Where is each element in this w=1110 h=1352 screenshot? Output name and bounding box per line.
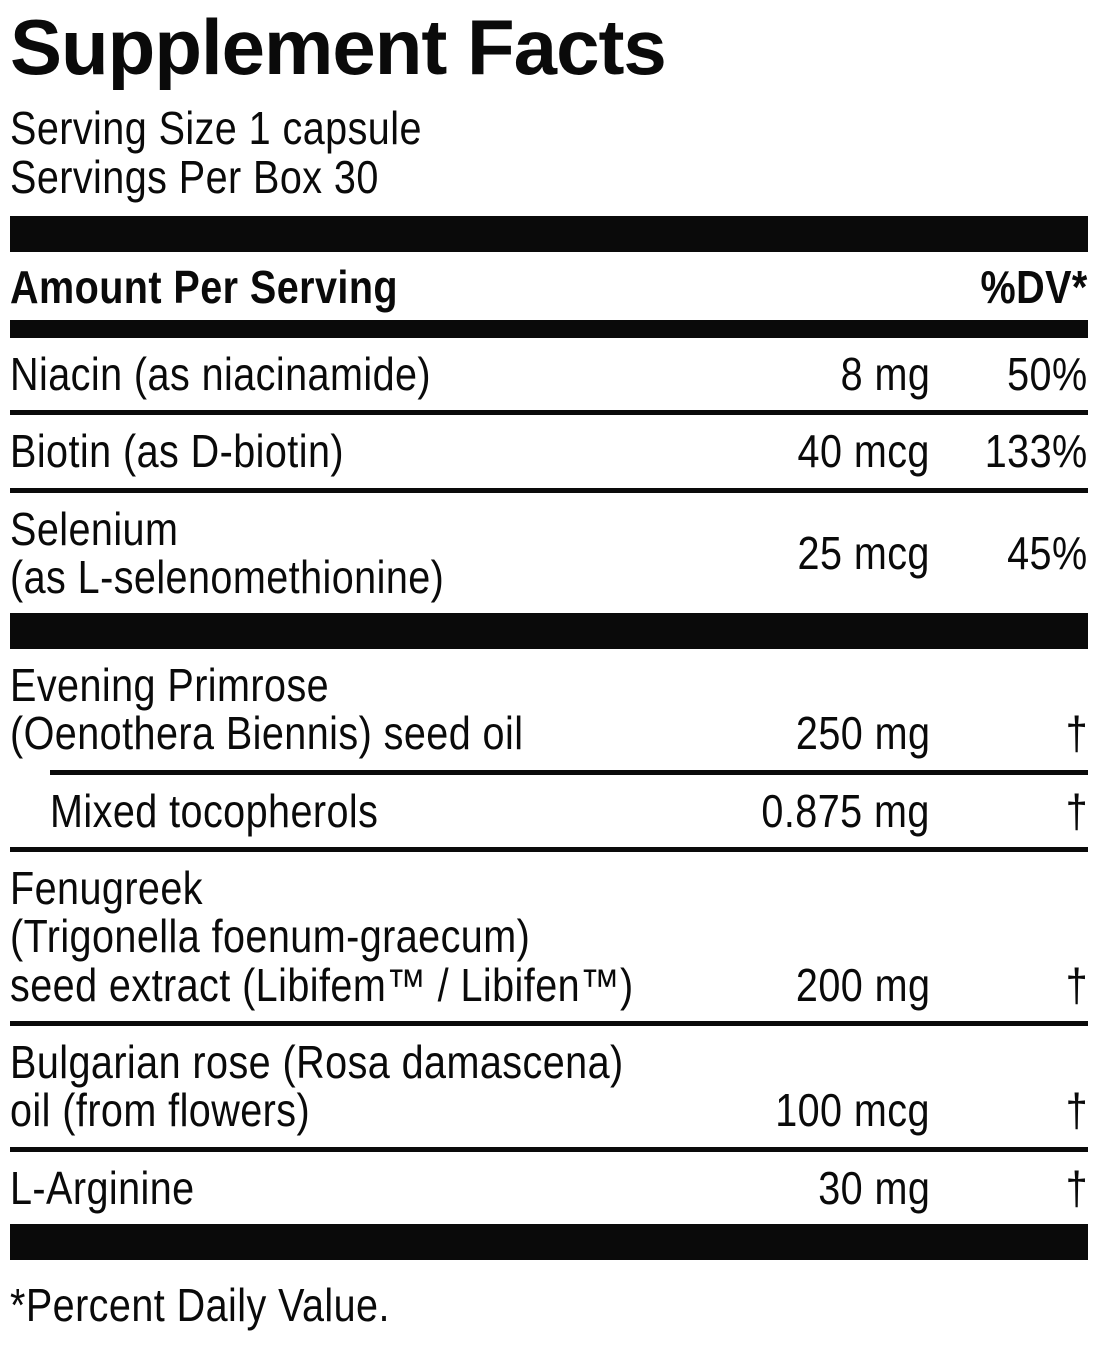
- footnote: *Percent Daily Value.: [10, 1278, 1088, 1332]
- daily-value-dagger: †: [1065, 958, 1088, 1011]
- ingredient-name-line: Evening Primrose: [10, 659, 330, 712]
- ingredient-row-mixed-tocopherols: Mixed tocopherols 0.875 mg †: [10, 775, 1088, 847]
- section-bar-middle: [10, 613, 1088, 650]
- ingredient-name: Niacin (as niacinamide): [10, 347, 630, 400]
- amount-per-serving-header: Amount Per Serving: [10, 260, 399, 313]
- section-bar-header: [10, 319, 1088, 338]
- row-divider: [10, 410, 1088, 416]
- ingredient-name-line: Selenium: [10, 502, 179, 555]
- ingredient-name-line: Bulgarian rose (Rosa damascena): [10, 1035, 624, 1088]
- ingredient-name: Mixed tocopherols: [10, 784, 630, 837]
- section-bar-bottom: [10, 1223, 1088, 1260]
- row-divider-indented: [50, 769, 1088, 775]
- ingredient-name-line: Fenugreek: [10, 862, 204, 915]
- daily-value: 45%: [1007, 526, 1088, 579]
- ingredient-name: Bulgarian rose (Rosa damascena) oil (fro…: [10, 1038, 630, 1135]
- amount-value: 8 mg: [840, 347, 930, 400]
- daily-value: 133%: [985, 425, 1088, 478]
- ingredient-row-fenugreek: Fenugreek (Trigonella foenum-graecum) se…: [10, 852, 1088, 1021]
- ingredient-row-niacin: Niacin (as niacinamide) 8 mg 50%: [10, 338, 1088, 410]
- ingredient-name-line: (Oenothera Biennis) seed oil: [10, 707, 524, 760]
- amount-value: 30 mg: [817, 1161, 930, 1214]
- ingredient-name-line: Mixed tocopherols: [50, 784, 379, 837]
- amount-value: 200 mg: [795, 958, 930, 1011]
- ingredient-row-l-arginine: L-Arginine 30 mg †: [10, 1152, 1088, 1224]
- servings-per-box: Servings Per Box 30: [10, 150, 1088, 203]
- ingredient-name-line: L-Arginine: [10, 1161, 195, 1214]
- amount-value: 40 mcg: [797, 425, 930, 478]
- ingredient-name: L-Arginine: [10, 1161, 630, 1214]
- dv-header: %DV*: [980, 260, 1088, 313]
- ingredient-name-line: Niacin (as niacinamide): [10, 347, 432, 400]
- ingredient-name: Evening Primrose (Oenothera Biennis) see…: [10, 661, 630, 758]
- ingredient-name-line: oil (from flowers): [10, 1084, 311, 1137]
- serving-size-text: Serving Size 1 capsule: [10, 101, 422, 154]
- ingredient-row-biotin: Biotin (as D-biotin) 40 mcg 133%: [10, 415, 1088, 487]
- row-divider: [10, 847, 1088, 853]
- ingredient-name: Fenugreek (Trigonella foenum-graecum) se…: [10, 862, 633, 1009]
- section-bar-top: [10, 215, 1088, 252]
- servings-per-box-text: Servings Per Box 30: [10, 150, 379, 203]
- ingredient-name: Selenium (as L-selenomethionine): [10, 502, 630, 603]
- panel-title: Supplement Facts: [10, 3, 667, 91]
- column-header-row: Amount Per Serving %DV*: [10, 252, 1088, 320]
- amount-value: 25 mcg: [797, 526, 930, 579]
- amount-value: 250 mg: [795, 707, 930, 760]
- ingredient-name-line: Biotin (as D-biotin): [10, 425, 344, 478]
- ingredient-row-selenium: Selenium (as L-selenomethionine) 25 mcg …: [10, 493, 1088, 614]
- daily-value: 50%: [1007, 347, 1088, 400]
- amount-value: 100 mcg: [775, 1084, 930, 1137]
- row-divider: [10, 1146, 1088, 1152]
- ingredient-row-evening-primrose: Evening Primrose (Oenothera Biennis) see…: [10, 649, 1088, 770]
- daily-value-dagger: †: [1065, 784, 1088, 837]
- ingredient-name-line: seed extract (Libifem™ / Libifen™): [10, 958, 634, 1011]
- amount-value: 0.875 mg: [761, 784, 930, 837]
- ingredient-name-line: (as L-selenomethionine): [10, 550, 445, 603]
- daily-value-dagger: †: [1065, 1161, 1088, 1214]
- serving-size: Serving Size 1 capsule: [10, 101, 1088, 154]
- row-divider: [10, 487, 1088, 493]
- ingredient-row-bulgarian-rose: Bulgarian rose (Rosa damascena) oil (fro…: [10, 1026, 1088, 1147]
- row-divider: [10, 1020, 1088, 1026]
- ingredient-name: Biotin (as D-biotin): [10, 425, 630, 478]
- daily-value-dagger: †: [1065, 707, 1088, 760]
- footnote-text: *Percent Daily Value.: [10, 1278, 390, 1331]
- daily-value-dagger: †: [1065, 1084, 1088, 1137]
- ingredient-name-line: (Trigonella foenum-graecum): [10, 910, 531, 963]
